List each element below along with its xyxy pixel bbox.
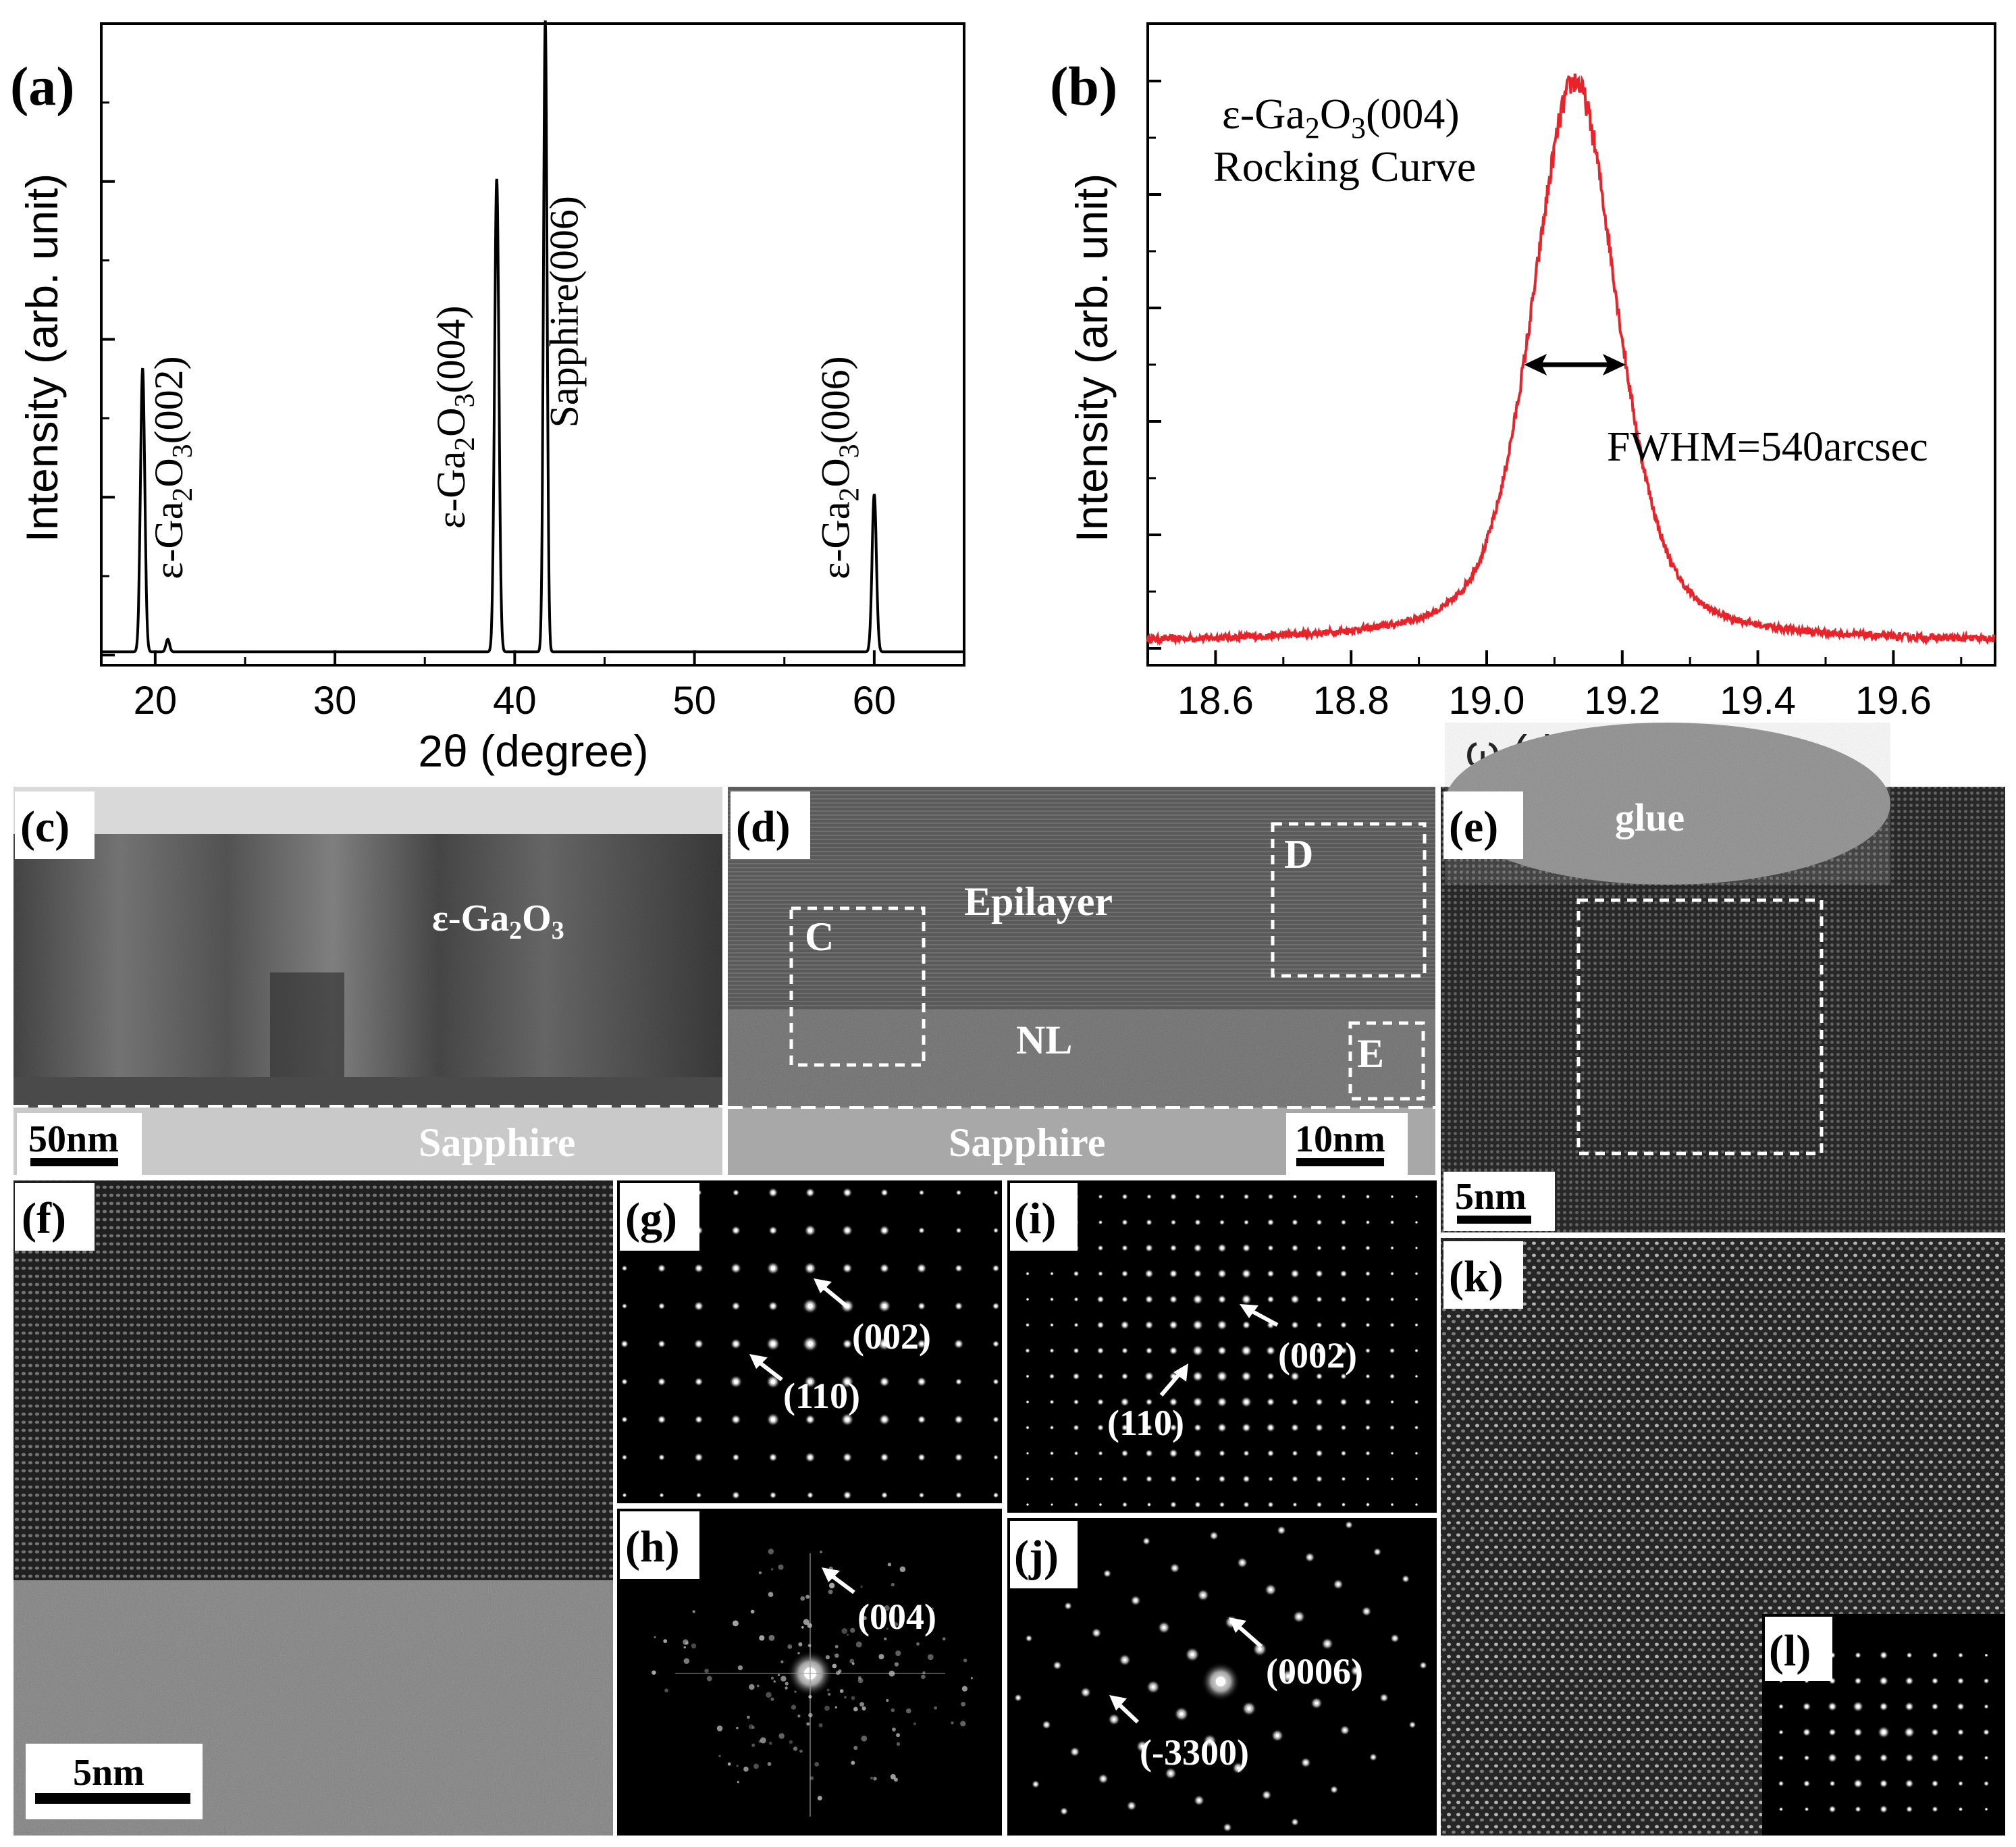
panel-i-spot-002: (002): [1278, 1335, 1357, 1376]
panel-h-label: (h): [625, 1522, 680, 1571]
panel-a-plot-frame: [100, 22, 965, 667]
panel-e-scalebar-text: 5nm: [1455, 1176, 1527, 1218]
panel-c-label: (c): [20, 802, 70, 852]
panel-i-label-box: [1010, 1183, 1078, 1251]
panel-k-label-box: [1443, 1241, 1523, 1309]
fwhm-double-arrow: [1524, 354, 1626, 375]
panel-f-hrtem-image: (f) 5nm: [14, 1180, 613, 1836]
panel-d-label: (d): [736, 802, 791, 852]
panel-h-label-box: [620, 1511, 699, 1579]
panel-b-label: (b): [1050, 55, 1117, 117]
panel-d-nl-label: NL: [1016, 1018, 1072, 1062]
panel-c-scalebar: [30, 1158, 118, 1166]
panel-d-box-d-label: D: [1284, 832, 1313, 877]
panel-k-label: (k): [1449, 1252, 1504, 1301]
panel-j-diffraction-image: (j) (0006) (-3300): [1007, 1518, 1437, 1836]
panel-c-tem-image: (c) ε-Ga2O3 Sapphire 50nm: [14, 787, 722, 1175]
panel-d-scalebar: [1296, 1158, 1384, 1166]
panel-b-axis-ticks: [1146, 80, 1963, 665]
panel-a-peak-annotation: ε-Ga2O3(004): [429, 306, 481, 529]
panel-b-ylabel: Intensity (arb. unit): [1067, 174, 1117, 543]
panel-f-label: (f): [22, 1194, 66, 1243]
panel-b-rocking-curve-series: [1146, 73, 1996, 646]
panel-i-label: (i): [1014, 1194, 1056, 1243]
panel-b-xtick-label: 18.8: [1313, 679, 1389, 723]
panel-a-chart: 20 30 40 50 60 2θ (degree) Intensity (arb. u…: [10, 20, 965, 776]
panel-g-fft-image: (g) (002) (110): [617, 1180, 1002, 1503]
panel-e-label-box: [1443, 791, 1523, 859]
panel-h-fft-image: (h) (004): [617, 1509, 1002, 1836]
panel-j-spot-0006: (0006): [1266, 1651, 1363, 1692]
panel-f-scalebar-box: [26, 1744, 203, 1819]
panel-b-xtick-label: 19.2: [1584, 679, 1660, 723]
panel-c-substrate-label: Sapphire: [419, 1120, 575, 1165]
panel-d-substrate-label: Sapphire: [949, 1120, 1105, 1165]
panel-b-xtick-label: 19.0: [1449, 679, 1525, 723]
panel-h-spot-004: (004): [857, 1596, 936, 1637]
panel-b-title-line2: Rocking Curve: [1213, 142, 1476, 190]
panel-j-spot-3300: (-3300): [1140, 1732, 1249, 1773]
panel-d-label-box: [731, 791, 810, 859]
panel-d-tem-image: (d) C D E Epilayer NL Sapphire 10nm: [728, 787, 1435, 1175]
panel-a-xtick-label: 30: [313, 679, 357, 723]
panel-a-xtick-label: 20: [134, 679, 178, 723]
panel-a-peak-annotations: ε-Ga2O3(002) ε-Ga2O3(004) Sapphire(006) ε-G…: [147, 196, 866, 579]
panel-a-peak-annotation: Sapphire(006): [542, 196, 587, 427]
panel-a-xtick-label: 40: [493, 679, 537, 723]
panel-b-tick-labels: 18.6 18.8 19.0 19.2 19.4 19.6: [1177, 679, 1932, 723]
panel-g-spot-110: (110): [783, 1376, 860, 1416]
panel-b-plot-frame: [1146, 22, 1996, 667]
panel-g-label: (g): [625, 1194, 677, 1243]
panel-f-label-box: [15, 1183, 95, 1251]
panel-g-label-box: [620, 1183, 699, 1251]
panel-e-label: (e): [1449, 802, 1498, 852]
fwhm-label: FWHM=540arcsec: [1607, 424, 1928, 470]
panel-f-scalebar: [35, 1793, 190, 1804]
panel-e-scalebar: [1457, 1216, 1531, 1224]
panel-e-hrtem-image: (e) glue 5nm: [1441, 723, 2005, 1232]
panel-e-glue-label: glue: [1615, 796, 1685, 839]
panel-d-scalebar-text: 10nm: [1295, 1118, 1385, 1160]
panel-c-scalebar-text: 50nm: [28, 1118, 119, 1160]
panel-l-fft-inset: (l): [1762, 1614, 2005, 1836]
panel-a-peak-annotation: ε-Ga2O3(006): [814, 356, 866, 579]
panel-i-fft-image: (i) (002) (110): [1007, 1180, 1437, 1513]
panel-l-label-box: [1765, 1617, 1832, 1681]
panel-a-xlabel: 2θ (degree): [418, 726, 648, 776]
panel-a-label: (a): [10, 55, 75, 117]
panel-l-label: (l): [1769, 1626, 1811, 1675]
panel-j-label: (j): [1014, 1532, 1059, 1581]
panel-a-xtick-label: 50: [672, 679, 716, 723]
panel-b-title-line1: ε-Ga2O3(004): [1222, 90, 1460, 145]
panel-b-chart: 18.618.819.019.219.419.6 ω (degree) Inte…: [1050, 22, 1996, 776]
panel-b-xtick-label: 19.6: [1855, 679, 1932, 723]
panel-d-epilayer-label: Epilayer: [964, 879, 1113, 924]
panel-a-tick-labels: 20 30 40 50 60: [134, 679, 897, 723]
panel-j-label-box: [1010, 1521, 1078, 1588]
panel-f-scalebar-text: 5nm: [73, 1752, 144, 1794]
panel-d-box-c-label: C: [805, 914, 834, 959]
panel-i-spot-110: (110): [1107, 1403, 1184, 1443]
panel-c-material-label: ε-Ga2O3: [432, 898, 564, 945]
panel-a-xrd-series: [101, 20, 964, 654]
panel-b-xtick-label: 18.6: [1177, 679, 1254, 723]
panel-d-box-e-label: E: [1357, 1031, 1384, 1076]
panel-a-ylabel: Intensity (arb. unit): [17, 174, 67, 543]
panel-a-xtick-label: 60: [853, 679, 897, 723]
panel-g-spot-002: (002): [852, 1316, 931, 1357]
panel-a-peak-annotation: ε-Ga2O3(002): [147, 356, 198, 579]
panel-b-xtick-label: 19.4: [1720, 679, 1796, 723]
panel-c-label-box: [15, 791, 95, 859]
